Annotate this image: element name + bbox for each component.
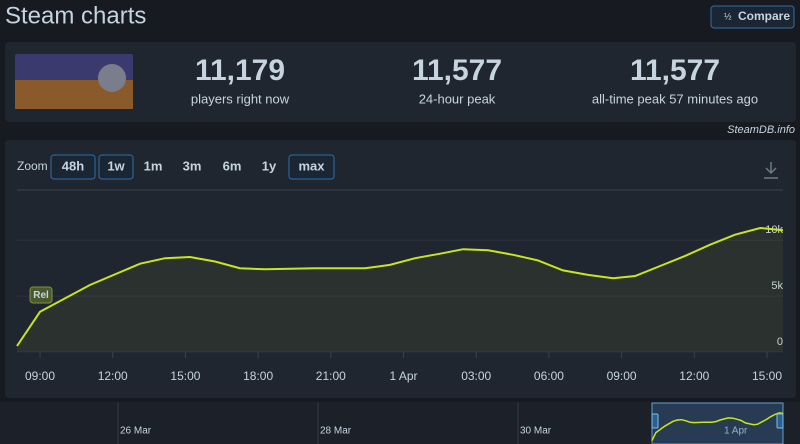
navigator-label: 30 Mar bbox=[520, 426, 552, 437]
stat-label: 24-hour peak bbox=[419, 91, 496, 106]
navigator-label: 1 Apr bbox=[724, 426, 748, 437]
zoom-option[interactable]: 3m bbox=[183, 158, 202, 173]
download-icon[interactable] bbox=[764, 162, 778, 179]
navigator-line bbox=[651, 412, 784, 441]
navigator-selection[interactable] bbox=[651, 402, 784, 444]
area-fill bbox=[17, 228, 783, 352]
x-tick-label: 12:00 bbox=[679, 369, 709, 383]
page-title: Steam charts bbox=[5, 2, 146, 29]
x-tick-label: 06:00 bbox=[534, 369, 564, 383]
x-tick-label: 09:00 bbox=[25, 369, 55, 383]
navigator-label: 28 Mar bbox=[320, 426, 352, 437]
stat-value: 11,577 bbox=[412, 54, 502, 87]
stat-value: 11,179 bbox=[195, 54, 285, 87]
y-tick-label: 5k bbox=[771, 280, 783, 292]
player-line bbox=[16, 226, 784, 347]
navigator-handle[interactable] bbox=[651, 413, 659, 429]
navigator-handle[interactable] bbox=[776, 413, 784, 429]
x-tick-label: 12:00 bbox=[98, 369, 128, 383]
annotation-badge bbox=[29, 286, 53, 304]
stat-label: players right now bbox=[191, 91, 290, 106]
zoom-option[interactable]: 1y bbox=[262, 158, 277, 173]
zoom-button[interactable] bbox=[98, 154, 134, 180]
x-tick-label: 03:00 bbox=[461, 369, 491, 383]
x-tick-label: 15:00 bbox=[752, 369, 782, 383]
zoom-button[interactable] bbox=[50, 154, 96, 180]
zoom-option[interactable]: 6m bbox=[223, 158, 242, 173]
x-tick-label: 1 Apr bbox=[389, 369, 417, 383]
compare-icon: ½ bbox=[724, 11, 732, 21]
zoom-buttons: 48h 1w 1m 3m 6m 1y max bbox=[50, 154, 335, 180]
zoom-label: Zoom bbox=[17, 159, 48, 173]
zoom-option[interactable]: 48h bbox=[62, 158, 84, 173]
y-tick-label: 0 bbox=[777, 336, 783, 348]
chart-panel bbox=[5, 140, 796, 398]
annotation-text: Rel bbox=[33, 290, 49, 301]
zoom-option[interactable]: 1w bbox=[107, 158, 125, 173]
source-link[interactable]: SteamDB.info bbox=[727, 124, 795, 136]
zoom-button[interactable] bbox=[288, 154, 335, 180]
zoom-option[interactable]: max bbox=[298, 158, 325, 173]
game-image-part bbox=[98, 64, 126, 92]
compare-button[interactable] bbox=[710, 5, 795, 29]
stat-label: all-time peak 57 minutes ago bbox=[592, 91, 758, 106]
x-tick-label: 18:00 bbox=[243, 369, 273, 383]
x-tick-label: 09:00 bbox=[607, 369, 637, 383]
navigator bbox=[0, 402, 800, 444]
zoom-option[interactable]: 1m bbox=[144, 158, 163, 173]
navigator-content: 26 Mar 28 Mar 30 Mar 1 Apr bbox=[117, 402, 784, 444]
x-tick-label: 15:00 bbox=[170, 369, 200, 383]
stat-value: 11,577 bbox=[630, 54, 720, 87]
x-tick-label: 21:00 bbox=[316, 369, 346, 383]
stats-panel bbox=[5, 42, 796, 122]
download-glyph bbox=[764, 162, 778, 179]
navigator-label: 26 Mar bbox=[120, 426, 152, 437]
compare-label[interactable]: Compare bbox=[738, 9, 790, 23]
